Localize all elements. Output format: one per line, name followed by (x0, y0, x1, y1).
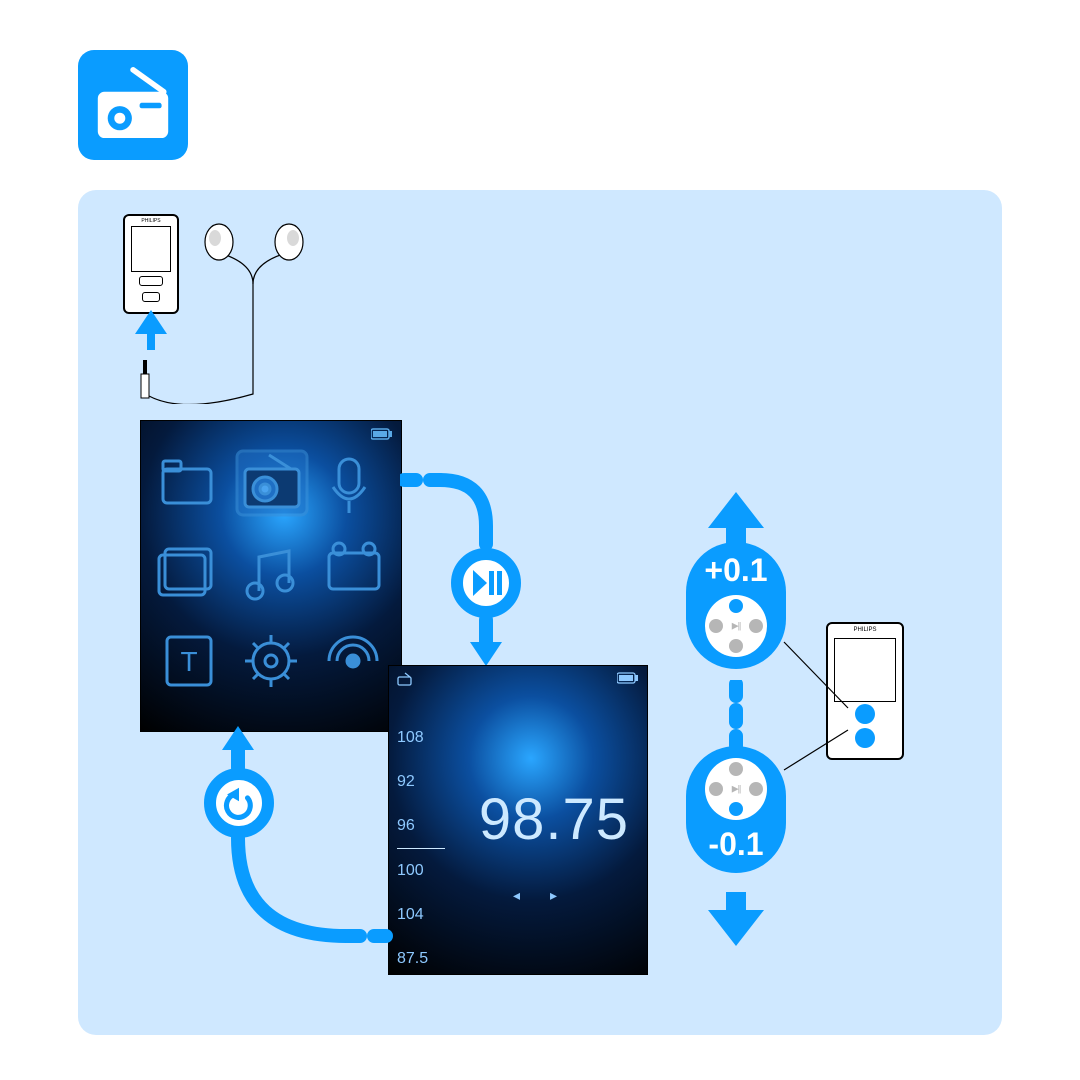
folder-icon (163, 461, 211, 503)
tune-down-pill[interactable]: ▶|| -0.1 (686, 746, 786, 873)
flow-tuner-to-menu (174, 698, 394, 958)
mic-icon (333, 459, 365, 513)
tune-down-label: -0.1 (708, 826, 763, 863)
header-radio-tile (78, 50, 188, 160)
arrow-down-icon (696, 890, 776, 950)
text-icon: T (167, 637, 211, 685)
radio-icon (78, 50, 188, 160)
menu-screen: T (140, 420, 402, 732)
instruction-panel: PHILIPS (78, 190, 1002, 1035)
frequency-scale: 108 92 96 100 104 87.5 (397, 716, 445, 981)
earphone-cable (123, 214, 383, 404)
back-button[interactable] (204, 768, 274, 838)
status-radio-icon (397, 672, 413, 690)
music-icon (247, 551, 293, 599)
play-pause-icon (469, 566, 503, 600)
tune-arrows-icon: ◂▸ (513, 887, 587, 904)
tune-up-pill[interactable]: +0.1 ▶|| (686, 542, 786, 669)
video-icon (329, 543, 379, 589)
device-up-dot (855, 704, 875, 724)
tune-up-label: +0.1 (704, 552, 767, 589)
dpad-down-icon: ▶|| (705, 758, 767, 820)
back-icon (222, 786, 256, 820)
earbud-left-icon (205, 224, 233, 260)
arrow-up-icon (696, 488, 776, 548)
radio-menu-icon (237, 451, 307, 515)
connect-step: PHILIPS (123, 214, 179, 314)
settings-icon (245, 635, 297, 687)
tune-link-dash (718, 680, 754, 750)
menu-grid: T (141, 421, 401, 731)
photo-icon (159, 549, 211, 595)
dpad-up-icon: ▶|| (705, 595, 767, 657)
callout-lines (778, 620, 858, 780)
current-frequency: 98.75 (479, 786, 629, 853)
battery-icon (371, 427, 393, 445)
svg-text:T: T (180, 646, 197, 677)
device-down-dot (855, 728, 875, 748)
tuner-screen: 108 92 96 100 104 87.5 98.75 ◂▸ (388, 665, 648, 975)
wireless-icon (329, 637, 377, 667)
play-pause-button[interactable] (451, 548, 521, 618)
battery-icon (617, 672, 639, 690)
earbud-right-icon (275, 224, 303, 260)
